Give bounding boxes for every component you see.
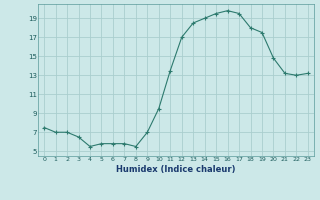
X-axis label: Humidex (Indice chaleur): Humidex (Indice chaleur): [116, 165, 236, 174]
